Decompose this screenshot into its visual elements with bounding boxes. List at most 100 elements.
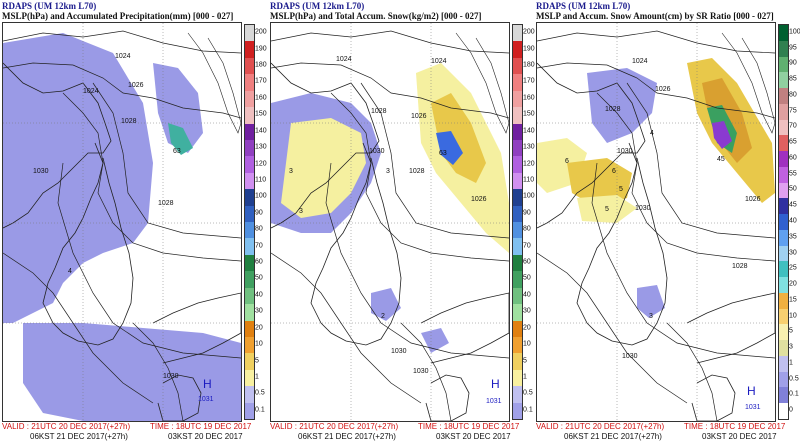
isobar (3, 30, 241, 54)
map-value-label: 3 (299, 208, 303, 215)
colorbar-segment (513, 336, 522, 354)
colorbar-tick-label: 200 (523, 28, 535, 36)
map-value-label: 63 (173, 148, 181, 155)
colorbar-segment (513, 222, 522, 239)
map-value-label: 4 (650, 130, 654, 137)
colorbar-segment (245, 238, 254, 256)
colorbar-segment (779, 229, 788, 247)
colorbar-segment (245, 139, 254, 157)
snow-maximum (712, 121, 732, 149)
colorbar-tick-label: 60 (789, 154, 797, 162)
colorbar-tick-label: 0.5 (255, 389, 265, 397)
valid-time: VALID : 21UTC 20 DEC 2017(+27h) (270, 422, 399, 431)
map-value-label: 1024 (336, 56, 352, 63)
map-value-label: 1031 (198, 396, 214, 403)
colorbar-tick-label: 10 (789, 312, 797, 320)
isobar (271, 30, 509, 54)
colorbar-segment (779, 72, 788, 89)
colorbar-tick-label: 80 (789, 91, 797, 99)
precip-maximum (168, 123, 193, 155)
map-value-label: 5 (619, 186, 623, 193)
colorbar-segment (245, 25, 254, 42)
colorbar-segment (779, 214, 788, 231)
isobar (360, 82, 509, 239)
colorbar-tick-label: 160 (255, 94, 267, 102)
colorbar-tick-label: 15 (789, 296, 797, 304)
map-value-label: 1026 (411, 113, 427, 120)
init-time: TIME : 18UTC 19 DEC 2017 (150, 422, 252, 431)
colorbar-tick-label: 150 (255, 110, 267, 118)
colorbar-tick-label: 130 (255, 143, 267, 151)
isobar (62, 92, 241, 262)
colorbar-tick-label: 60 (255, 258, 263, 266)
colorbar-tick-label: 90 (255, 209, 263, 217)
colorbar-segment (779, 119, 788, 136)
colorbar-tick-label: 100 (789, 28, 800, 36)
map-value-label: 45 (717, 156, 725, 163)
colorbar-tick-label: 40 (789, 217, 797, 225)
map-value-label: 1030 (163, 373, 179, 380)
colorbar-segment (513, 189, 522, 207)
colorbar-segment (779, 198, 788, 215)
isobar (537, 30, 775, 54)
map-value-label: 4 (68, 268, 72, 275)
colorbar-segment (779, 308, 788, 325)
panel-subtitle: MSLP(hPa) and Accumulated Precipitation(… (2, 11, 234, 21)
map-value-label: 1026 (745, 196, 761, 203)
colorbar-tick-label: 0 (789, 406, 793, 414)
colorbar-tick-label: 90 (523, 209, 531, 217)
colorbar-segment (513, 57, 522, 75)
valid-time-kst: 06KST 21 DEC 2017(+27h) (30, 432, 128, 441)
map-value-label: 1026 (471, 196, 487, 203)
coastline-kyushu (425, 374, 470, 421)
isobar (666, 322, 718, 421)
init-time: TIME : 18UTC 19 DEC 2017 (684, 422, 786, 431)
precip-area (3, 33, 153, 323)
colorbar (778, 24, 789, 420)
snow-area (371, 288, 401, 321)
colorbar-tick-label: 0.5 (789, 375, 799, 383)
colorbar-tick-label: 0.1 (255, 406, 265, 414)
colorbar-segment (779, 292, 788, 310)
colorbar-segment (245, 304, 254, 321)
coastline-north (721, 32, 775, 134)
colorbar-tick-label: 25 (789, 264, 797, 272)
colorbar-segment (245, 123, 254, 141)
map-value-label: 1030 (617, 148, 633, 155)
isobar (626, 82, 775, 239)
isobar (330, 92, 509, 262)
colorbar-tick-label: 30 (255, 307, 263, 315)
colorbar-segment (779, 277, 788, 294)
colorbar-tick-label: 80 (523, 225, 531, 233)
colorbar-segment (779, 56, 788, 73)
colorbar-segment (513, 402, 522, 420)
snow-area-light (281, 118, 366, 218)
coastline-north (455, 32, 509, 134)
colorbar-segment (779, 88, 788, 105)
colorbar-segment (513, 25, 522, 42)
colorbar-segment (245, 369, 254, 387)
colorbar-segment (245, 386, 254, 404)
colorbar-segment (245, 254, 254, 272)
coastline-china (3, 62, 112, 229)
colorbar-tick-label: 150 (523, 110, 535, 118)
valid-time: VALID : 21UTC 20 DEC 2017(+27h) (2, 422, 131, 431)
map-value-label: 1028 (605, 106, 621, 113)
colorbar (512, 24, 523, 420)
low-pressure-label: L (163, 420, 170, 421)
panel-subtitle: MSLP and Accum. Snow Amount(cm) by SR Ra… (536, 11, 774, 21)
snow-area (587, 68, 657, 143)
isobar (57, 162, 241, 359)
coastline-kyushu (691, 374, 736, 421)
colorbar-tick-label: 190 (523, 45, 535, 53)
map-value-label: 1028 (121, 118, 137, 125)
snow-area (637, 285, 665, 318)
isobar (591, 162, 775, 359)
coastline-japan (152, 292, 241, 364)
colorbar-segment (513, 287, 522, 305)
map-value-label: 1026 (655, 86, 671, 93)
isobar (537, 62, 775, 119)
isobar (271, 252, 422, 404)
colorbar-segment (513, 238, 522, 256)
colorbar-tick-label: 70 (789, 122, 797, 130)
